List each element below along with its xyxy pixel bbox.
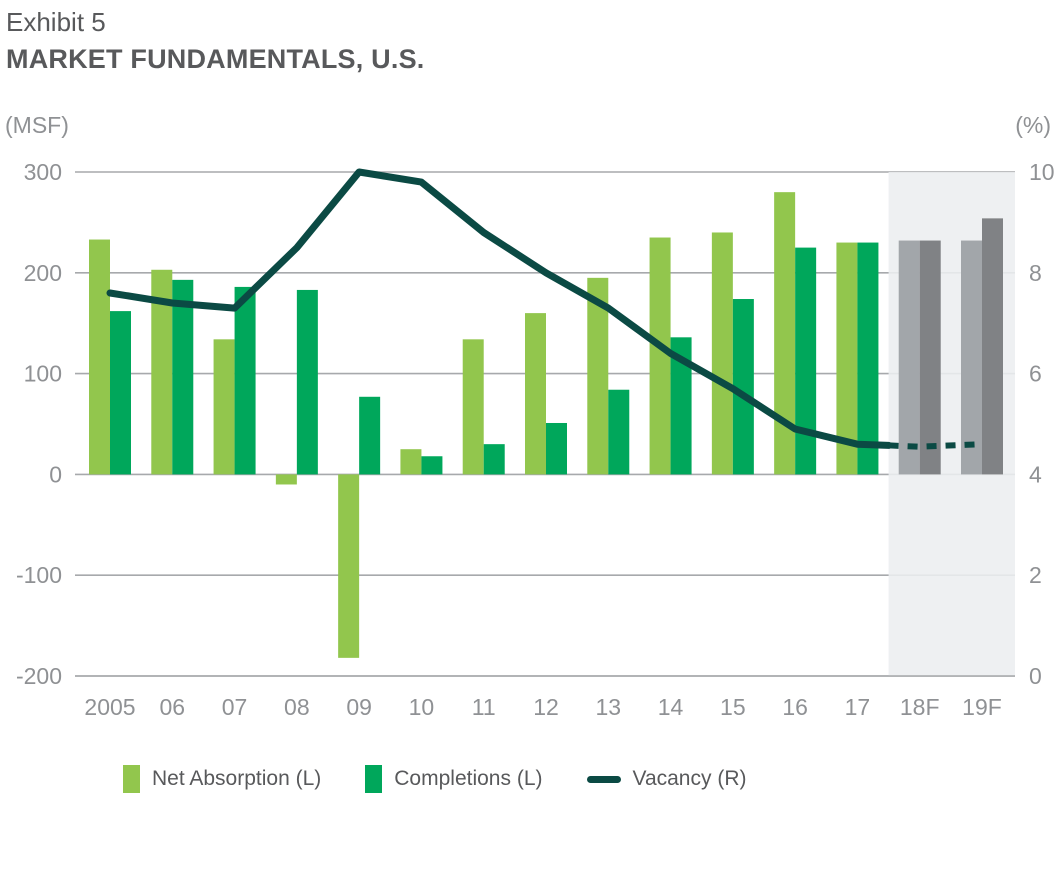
net-absorption-forecast-bar <box>898 240 920 475</box>
page-title: MARKET FUNDAMENTALS, U.S. <box>6 43 425 74</box>
left-axis-tick-label: 0 <box>49 461 62 487</box>
header: Exhibit 5 MARKET FUNDAMENTALS, U.S. <box>6 7 425 77</box>
completions-bar <box>234 286 256 475</box>
completions-bar <box>608 389 630 475</box>
net-absorption-bar <box>151 269 173 475</box>
legend-label-completions: Completions (L) <box>394 767 543 790</box>
net-absorption-bar <box>275 474 297 485</box>
completions-bar <box>421 456 443 475</box>
net-absorption-bar <box>213 339 235 475</box>
right-axis-unit-label: (%) <box>1015 112 1051 138</box>
completions-swatch-icon <box>365 765 383 793</box>
x-axis-category-label: 16 <box>782 694 808 720</box>
vacancy-line-solid <box>106 168 893 449</box>
completions-forecast-bar <box>982 218 1003 475</box>
completions-bar <box>296 289 318 475</box>
completions-bar <box>172 279 194 475</box>
completions-bar <box>857 242 879 475</box>
x-axis-category-label: 08 <box>284 694 310 720</box>
net-absorption-bar <box>89 239 110 475</box>
net-absorption-swatch-icon <box>123 765 140 793</box>
completions-bar <box>546 422 567 475</box>
completions-bar <box>110 311 131 475</box>
right-axis-tick-label: 6 <box>1029 361 1042 387</box>
x-axis-category-label: 09 <box>346 694 372 720</box>
net-absorption-bar <box>587 277 609 475</box>
x-axis-category-label: 12 <box>533 694 559 720</box>
left-axis-tick-label: -100 <box>16 562 62 588</box>
net-absorption-bar <box>400 449 422 475</box>
legend-label-vacancy: Vacancy (R) <box>632 767 747 790</box>
net-absorption-bar <box>462 339 484 475</box>
left-axis-tick-label: 200 <box>24 260 62 286</box>
completions-bar <box>359 396 381 475</box>
x-axis-category-label: 18F <box>900 694 940 720</box>
net-absorption-bar <box>774 192 796 475</box>
legend-label-net-absorption: Net Absorption (L) <box>152 767 322 790</box>
legend-item-vacancy: Vacancy (R) <box>586 767 747 791</box>
left-axis-unit-label: (MSF) <box>5 112 69 138</box>
x-axis-category-label: 11 <box>472 694 496 720</box>
legend-item-completions: Completions (L) <box>365 765 543 793</box>
x-axis-category-label: 13 <box>595 694 621 720</box>
x-axis-category-label: 10 <box>409 694 435 720</box>
completions-forecast-bar <box>919 240 941 475</box>
x-axis-category-label: 15 <box>720 694 746 720</box>
net-absorption-bar <box>711 232 733 475</box>
net-absorption-forecast-bar <box>961 240 982 475</box>
net-absorption-bar <box>338 474 360 658</box>
left-axis-tick-label: 100 <box>24 361 62 387</box>
vacancy-line-swatch-icon <box>586 775 621 783</box>
x-axis-category-label: 14 <box>658 694 684 720</box>
right-axis-tick-label: 8 <box>1029 260 1042 286</box>
left-axis-tick-label: -200 <box>16 663 62 689</box>
right-axis-tick-label: 2 <box>1029 562 1042 588</box>
completions-bar <box>795 247 817 475</box>
right-axis-tick-label: 0 <box>1029 663 1042 689</box>
completions-bar <box>483 444 505 475</box>
x-axis-category-label: 2005 <box>84 694 135 720</box>
net-absorption-bar <box>649 237 671 475</box>
x-axis-category-label: 17 <box>845 694 871 720</box>
x-axis-category-label: 19F <box>962 694 1002 720</box>
left-axis-tick-label: 300 <box>24 159 62 185</box>
legend-item-net-absorption: Net Absorption (L) <box>123 765 321 793</box>
right-axis-tick-label: 10 <box>1029 159 1055 185</box>
net-absorption-bar <box>525 313 546 475</box>
completions-bar <box>670 337 692 475</box>
x-axis-category-label: 06 <box>159 694 185 720</box>
x-axis-category-label: 07 <box>222 694 248 720</box>
right-axis-tick-label: 4 <box>1029 461 1042 487</box>
net-absorption-bar <box>836 242 858 475</box>
exhibit-label: Exhibit 5 <box>6 7 106 37</box>
completions-bar <box>732 299 754 475</box>
legend: Net Absorption (L) Completions (L) Vacan… <box>123 762 746 796</box>
